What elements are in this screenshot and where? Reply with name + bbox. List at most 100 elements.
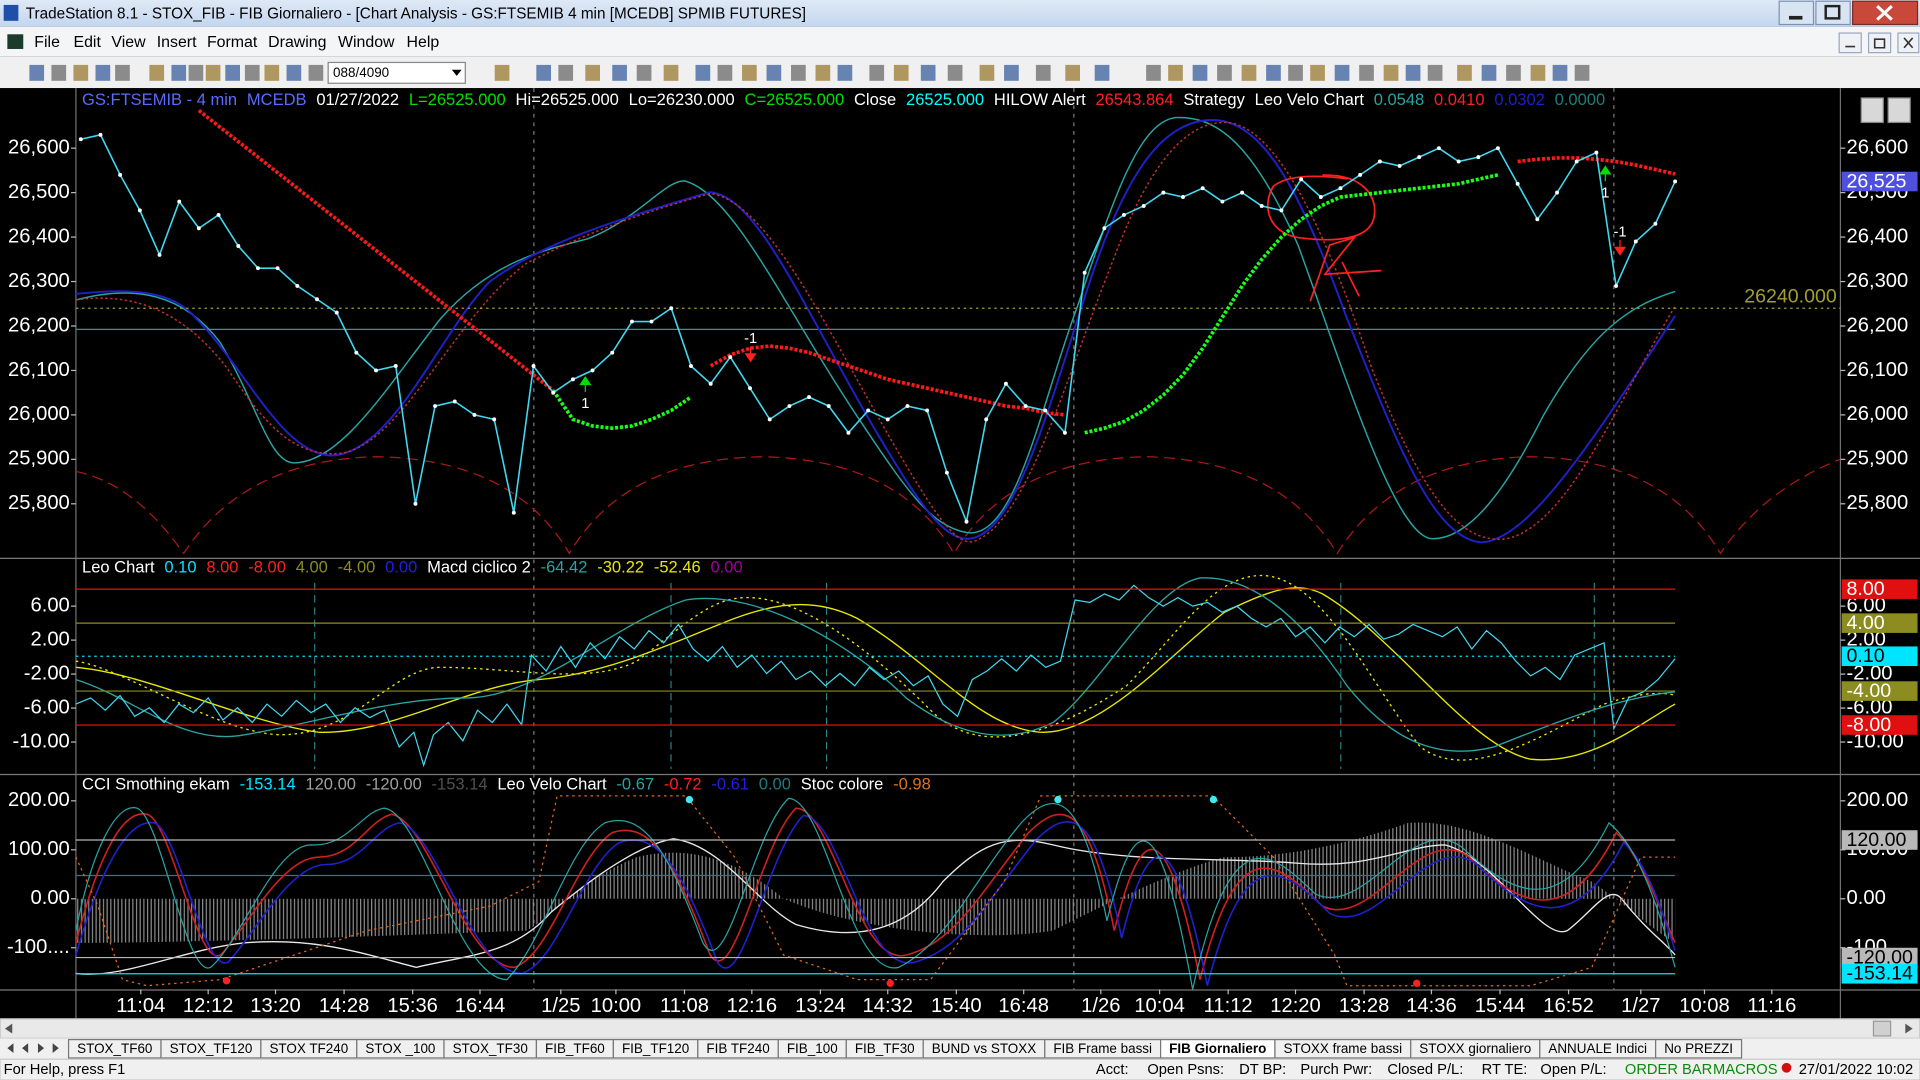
toolbar-icon[interactable] xyxy=(1405,64,1421,81)
toolbar-icon[interactable] xyxy=(188,64,204,81)
sheet-tab[interactable]: FIB_TF60 xyxy=(535,1038,614,1059)
toolbar-icon[interactable] xyxy=(536,64,552,81)
toolbar-icon[interactable] xyxy=(29,64,45,81)
toolbar-icon[interactable] xyxy=(612,64,627,81)
menu-item[interactable]: Drawing xyxy=(268,34,326,51)
menu-item[interactable]: Insert xyxy=(157,34,197,51)
scroll-thumb[interactable] xyxy=(1872,1020,1892,1037)
tab-label[interactable]: STOX TF240 xyxy=(269,1041,348,1056)
sheet-tab[interactable]: STOXX giornaliero xyxy=(1410,1038,1541,1059)
toolbar-icon[interactable] xyxy=(308,64,324,81)
toolbar-icon[interactable] xyxy=(95,64,111,81)
sheet-tab[interactable]: STOX _100 xyxy=(356,1038,445,1059)
menu-item[interactable]: Window xyxy=(338,34,395,51)
toolbar-icon[interactable] xyxy=(225,64,240,81)
toolbar-icon[interactable] xyxy=(171,64,187,81)
toolbar-icon[interactable] xyxy=(286,64,302,81)
tab-label[interactable]: FIB Giornaliero xyxy=(1169,1041,1266,1056)
tab-label[interactable]: FIB_TF30 xyxy=(855,1041,915,1056)
toolbar-icon[interactable] xyxy=(1094,64,1110,81)
sheet-tab[interactable]: FIB Frame bassi xyxy=(1044,1038,1162,1059)
menu-item[interactable]: Help xyxy=(407,34,440,51)
status-order-bar[interactable]: ORDER BAR xyxy=(1625,1062,1712,1078)
maximize-button[interactable] xyxy=(1815,0,1851,26)
toolbar-icon[interactable] xyxy=(244,64,260,81)
toolbar-icon[interactable] xyxy=(791,64,806,81)
sheet-tab[interactable]: FIB Giornaliero xyxy=(1160,1038,1276,1059)
scroll-left-arrow[interactable] xyxy=(4,1023,13,1034)
sheet-tab[interactable]: STOX_TF120 xyxy=(160,1038,262,1059)
toolbar-icon[interactable] xyxy=(1310,64,1325,81)
toolbar-icon[interactable] xyxy=(717,64,733,81)
toolbar-icon[interactable] xyxy=(1192,64,1208,81)
tab-label[interactable]: STOXX frame bassi xyxy=(1284,1041,1403,1056)
toolbar-icon[interactable] xyxy=(766,64,782,81)
toolbar-icon[interactable] xyxy=(1065,64,1080,81)
toolbar-combo[interactable] xyxy=(327,61,466,84)
sheet-tab[interactable]: FIB_TF120 xyxy=(612,1038,699,1059)
toolbar-icon[interactable] xyxy=(893,64,909,81)
toolbar-icon[interactable] xyxy=(1481,64,1497,81)
toolbar-icon[interactable] xyxy=(115,64,130,81)
tab-frame[interactable] xyxy=(1655,1038,1743,1059)
toolbar-icon[interactable] xyxy=(1427,64,1443,81)
toolbar-icon[interactable] xyxy=(947,64,963,81)
sheet-tab[interactable]: STOX_TF30 xyxy=(443,1038,538,1059)
toolbar-icon[interactable] xyxy=(205,64,221,81)
sheet-tab[interactable]: STOX TF240 xyxy=(260,1038,358,1059)
toolbar-icon[interactable] xyxy=(663,64,679,81)
tab-nav-arrows[interactable] xyxy=(7,1043,59,1054)
toolbar-icon[interactable] xyxy=(1217,64,1232,81)
toolbar-icon[interactable] xyxy=(1334,64,1350,81)
tab-label[interactable]: No PREZZI xyxy=(1664,1041,1733,1056)
toolbar-icon[interactable] xyxy=(920,64,936,81)
menu-item[interactable]: File xyxy=(34,34,60,51)
toolbar-icon[interactable] xyxy=(1530,64,1546,81)
sheet-tab[interactable]: FIB_100 xyxy=(777,1038,847,1059)
tab-label[interactable]: STOXX giornaliero xyxy=(1419,1041,1531,1056)
menu-item[interactable]: View xyxy=(111,34,146,51)
pane-button[interactable] xyxy=(1887,97,1911,124)
toolbar-icon[interactable] xyxy=(695,64,711,81)
toolbar-icon[interactable] xyxy=(494,64,510,81)
sheet-tab[interactable]: FIB TF240 xyxy=(697,1038,779,1059)
tab-label[interactable]: BUND vs STOXX xyxy=(932,1041,1036,1056)
toolbar-icon[interactable] xyxy=(1241,64,1257,81)
tab-label[interactable]: STOX_TF60 xyxy=(77,1041,152,1056)
menu-item[interactable]: Edit xyxy=(73,34,101,51)
tab-label[interactable]: FIB TF240 xyxy=(706,1041,769,1056)
toolbar-icon[interactable] xyxy=(1168,64,1183,81)
toolbar-icon[interactable] xyxy=(73,64,89,81)
toolbar-icon[interactable] xyxy=(1574,64,1590,81)
menu-item[interactable]: Format xyxy=(207,34,258,51)
sheet-tab[interactable]: No PREZZI xyxy=(1655,1038,1743,1059)
toolbar-icon[interactable] xyxy=(979,64,995,81)
toolbar-icon[interactable] xyxy=(1383,64,1399,81)
toolbar-icon[interactable] xyxy=(1359,64,1374,81)
tab-label[interactable]: STOX_TF30 xyxy=(453,1041,528,1056)
toolbar-icon[interactable] xyxy=(1035,64,1051,81)
mdi-minimize[interactable] xyxy=(1838,32,1862,54)
sheet-tab[interactable]: FIB_TF30 xyxy=(845,1038,924,1059)
toolbar-icon[interactable] xyxy=(1146,64,1161,81)
toolbar-icon[interactable] xyxy=(636,64,652,81)
mdi-restore[interactable] xyxy=(1867,32,1892,54)
toolbar-icon[interactable] xyxy=(1004,64,1019,81)
toolbar-icon[interactable] xyxy=(1552,64,1568,81)
toolbar-icon[interactable] xyxy=(1266,64,1281,81)
tab-label[interactable]: FIB_TF120 xyxy=(622,1041,689,1056)
toolbar-icon[interactable] xyxy=(815,64,831,81)
tab-label[interactable]: ANNUALE Indici xyxy=(1548,1041,1647,1056)
toolbar-icon[interactable] xyxy=(264,64,280,81)
toolbar-icon[interactable] xyxy=(1457,64,1472,81)
toolbar-icon[interactable] xyxy=(1288,64,1303,81)
tab-label[interactable]: STOX _100 xyxy=(365,1041,435,1056)
toolbar-icon[interactable] xyxy=(51,64,67,81)
toolbar-icon[interactable] xyxy=(558,64,574,81)
toolbar-icon[interactable] xyxy=(1506,64,1521,81)
sheet-tab[interactable]: STOX_TF60 xyxy=(67,1038,162,1059)
tab-label[interactable]: STOX_TF120 xyxy=(170,1041,253,1056)
scroll-right-arrow[interactable] xyxy=(1905,1023,1913,1034)
pane-button[interactable] xyxy=(1860,97,1884,124)
status-macros[interactable]: MACROS xyxy=(1713,1062,1778,1078)
